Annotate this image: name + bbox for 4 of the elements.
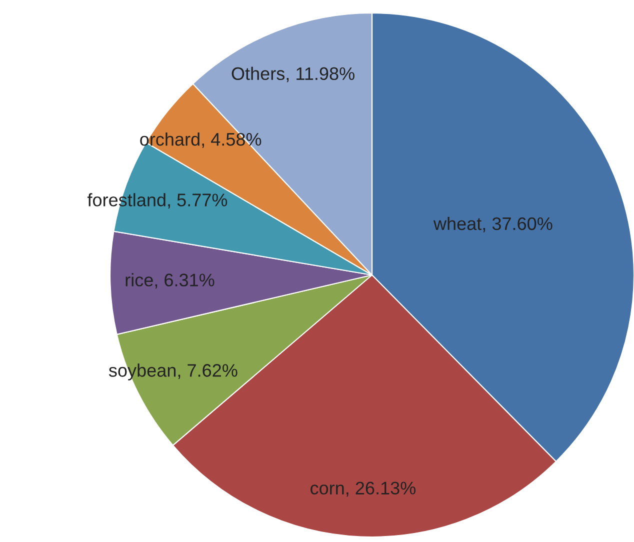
slice-label: wheat, 37.60% bbox=[433, 216, 552, 232]
slice-label: corn, 26.13% bbox=[310, 482, 416, 497]
slice-label: rice, 6.31% bbox=[126, 273, 214, 289]
slice-label: Others, 11.98% bbox=[232, 66, 354, 82]
